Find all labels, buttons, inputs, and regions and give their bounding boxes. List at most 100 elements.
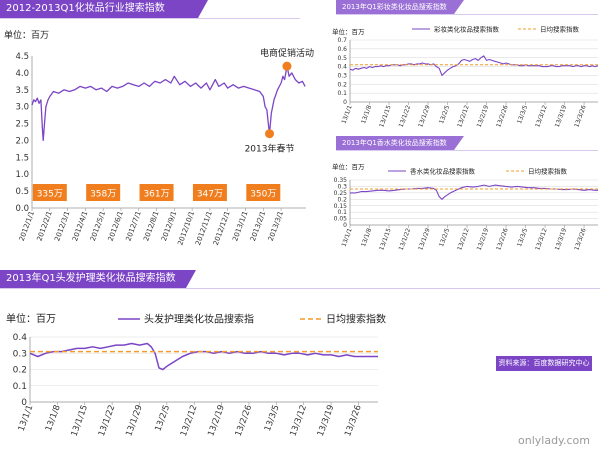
color-makeup-chart: 单位：百万 0 0.1 0.20.3 0.4 0.5 0.6 0.7 13/1/1 13/1/8 1… xyxy=(332,24,599,128)
x-tick-label: 2013/3/1 xyxy=(267,210,285,242)
x-tick-label: 13/3/26 xyxy=(343,404,364,438)
x-tick-label: 13/2/19 xyxy=(206,404,227,438)
x-tick-label: 13/3/19 xyxy=(554,227,569,251)
x-tick-label: 13/3/5 xyxy=(516,227,529,248)
x-tick-label: 13/1/8 xyxy=(360,227,373,248)
hair-header-underline xyxy=(0,288,600,289)
x-tick-label: 13/1/1 xyxy=(340,104,353,125)
perfume-header-underline xyxy=(336,150,598,151)
annual-total-label: 347万 xyxy=(197,190,223,200)
legend-label: 日均搜索指数 xyxy=(528,166,568,175)
x-tick-label: 2013/1/1 xyxy=(231,210,249,242)
annotation-marker xyxy=(282,61,292,71)
y-tick-label: 0.0 xyxy=(15,204,29,214)
series-line xyxy=(29,342,378,371)
y-tick-label: 0 xyxy=(343,99,347,106)
y-tick-label: 0.4 xyxy=(337,64,347,71)
y-tick-label: 0.2 xyxy=(337,81,347,88)
x-tick-label: 13/3/12 xyxy=(534,227,549,251)
x-tick-label: 2013/2/1 xyxy=(249,210,267,242)
x-tick-label: 13/1/15 xyxy=(378,227,393,251)
y-tick-label: 0.35 xyxy=(334,177,348,184)
unit-label: 单位：百万 xyxy=(332,27,365,36)
annual-total-label: 361万 xyxy=(143,190,169,200)
x-tick-label: 13/1/1 xyxy=(17,404,36,433)
x-tick-label: 2012/6/1 xyxy=(107,210,125,242)
hair-care-chart: 单位：百万 0 0.1 0.2 0.3 0.4 13/1/1 13/1/8 13/1/15 13/… xyxy=(6,312,386,438)
x-tick-label: 13/3/19 xyxy=(316,404,337,438)
annotation-marker xyxy=(265,129,275,139)
unit-label: 单位：百万 xyxy=(6,312,56,325)
x-tick-label: 13/2/19 xyxy=(476,227,491,251)
legend-label: 日均搜索指数 xyxy=(540,24,580,33)
x-tick-label: 13/3/19 xyxy=(554,104,569,128)
series-line xyxy=(31,65,306,142)
annual-total-label: 335万 xyxy=(37,190,63,200)
x-tick-label: 13/2/26 xyxy=(495,227,510,251)
annual-total-box xyxy=(192,184,227,201)
x-tick-label: 13/1/1 xyxy=(340,227,353,248)
annotation-label: 2013年春节 xyxy=(245,143,295,155)
x-tick-label: 13/1/22 xyxy=(97,404,118,438)
y-tick-label: 0.6 xyxy=(337,46,347,53)
x-tick-label: 2012/2/1 xyxy=(35,210,53,242)
main-section-header: 2012-2013Q1化妆品行业搜索指数 xyxy=(0,0,208,18)
y-tick-label: 0.2 xyxy=(13,366,27,376)
x-tick-label: 13/1/8 xyxy=(360,104,373,125)
x-tick-label: 2012/7/1 xyxy=(124,210,142,242)
x-tick-label: 13/1/15 xyxy=(70,404,91,438)
y-tick-label: 0.2 xyxy=(337,196,347,203)
x-tick-label: 13/3/5 xyxy=(516,104,529,125)
x-tick-label: 13/2/19 xyxy=(476,104,491,128)
x-tick-label: 13/1/29 xyxy=(417,104,432,128)
perfume-section-header: 2013年Q1香水类化妆品搜索指数 xyxy=(336,136,464,150)
y-tick-label: 4.5 xyxy=(15,52,29,62)
y-tick-label: 0.1 xyxy=(337,209,347,216)
x-tick-label: 13/1/29 xyxy=(124,404,145,438)
source-label: 资料来源：百度数据研究中心 xyxy=(496,356,592,371)
perfume-chart: 单位：百万 00.050.10.150.20.250.30.35 13/1/1 13/… xyxy=(332,162,598,251)
x-tick-label: 13/1/22 xyxy=(398,104,413,128)
y-tick-label: 0.3 xyxy=(13,349,27,359)
annual-total-label: 358万 xyxy=(90,190,116,200)
annotation-label: 电商促销活动 xyxy=(260,47,314,59)
y-tick-label: 0.5 xyxy=(15,187,29,197)
x-tick-label: 13/2/26 xyxy=(495,104,510,128)
hair-section-header: 2013年Q1头发护理类化妆品搜索指数 xyxy=(0,270,196,288)
y-tick-label: 0.4 xyxy=(13,333,28,343)
watermark-logo: onlylady.com xyxy=(518,434,590,447)
x-tick-label: 13/2/12 xyxy=(456,104,471,128)
y-tick-label: 0.25 xyxy=(334,190,348,197)
x-tick-label: 2012/4/1 xyxy=(71,210,89,242)
x-tick-label: 2012/9/1 xyxy=(160,210,178,242)
y-tick-label: 2.0 xyxy=(15,136,29,146)
x-tick-label: 2012/1/1 xyxy=(18,210,36,242)
x-tick-label: 2012/11/1 xyxy=(194,210,214,246)
annual-total-box xyxy=(246,184,281,201)
y-tick-label: 0 xyxy=(343,222,347,229)
x-tick-label: 13/1/8 xyxy=(44,404,63,433)
x-tick-label: 13/3/26 xyxy=(573,227,588,251)
x-tick-label: 13/2/5 xyxy=(153,404,172,433)
x-tick-label: 13/1/15 xyxy=(378,104,393,128)
x-tick-label: 13/2/26 xyxy=(234,404,255,438)
y-tick-label: 1.0 xyxy=(15,170,29,180)
x-tick-label: 13/2/5 xyxy=(438,104,451,125)
main-header-underline xyxy=(0,18,300,19)
legend-label: 彩妆类化妆品搜索指数 xyxy=(434,24,500,33)
color-section-header: 2013年Q1彩妆类化妆品搜索指数 xyxy=(336,0,464,14)
y-tick-label: 0.1 xyxy=(13,382,27,392)
unit-label: 单位：百万 xyxy=(4,29,49,41)
annual-total-box xyxy=(32,184,67,201)
x-tick-label: 13/1/29 xyxy=(417,227,432,251)
y-tick-label: 0.15 xyxy=(334,203,348,210)
x-tick-label: 2012/5/1 xyxy=(89,210,107,242)
x-tick-label: 13/1/22 xyxy=(398,227,413,251)
y-tick-label: 0 xyxy=(21,398,27,408)
series-line xyxy=(349,55,599,76)
y-tick-label: 0.5 xyxy=(337,55,347,62)
annual-total-box xyxy=(139,184,174,201)
annual-total-label: 350万 xyxy=(250,190,276,200)
x-tick-label: 13/3/26 xyxy=(573,104,588,128)
legend-label: 日均搜索指数 xyxy=(326,313,386,326)
